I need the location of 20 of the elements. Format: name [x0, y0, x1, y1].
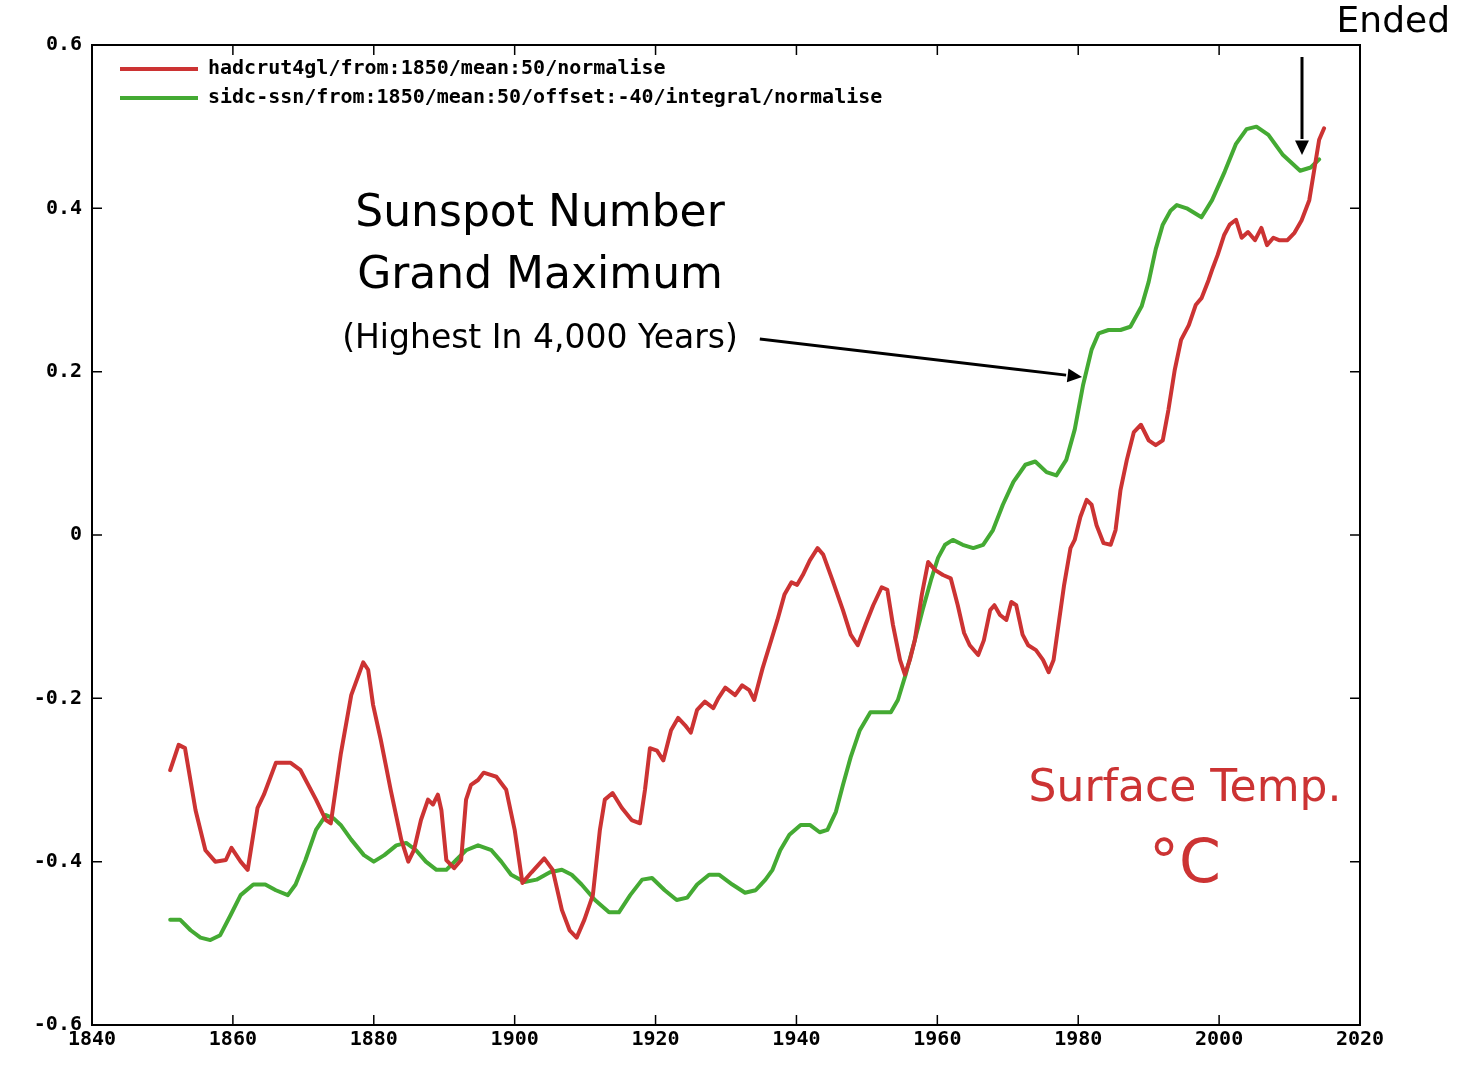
y-tick-label: 0.4 [45, 194, 82, 219]
y-tick-label: 0.6 [45, 31, 82, 56]
x-tick-label: 1860 [208, 1026, 257, 1051]
x-tick-label: 1880 [349, 1026, 398, 1051]
x-tick-label: 1900 [490, 1026, 539, 1051]
x-tick-label: 1980 [1054, 1026, 1103, 1051]
x-tick-label: 2000 [1195, 1026, 1244, 1051]
annotation: Sunspot Number Grand Maximum (Highest In 4,000 Years) [342, 185, 738, 356]
legend-label: sidc-ssn/from:1850/mean:50/offset:-40/integral/normalise [208, 84, 883, 109]
legend-label: hadcrut4gl/from:1850/mean:50/normalise [208, 55, 666, 80]
x-tick-label: 1940 [772, 1026, 821, 1051]
y-tick-label: -0.2 [33, 684, 82, 709]
x-tick-label: 1960 [913, 1026, 962, 1051]
y-tick-label: 0.2 [45, 357, 82, 382]
y-tick-label: 0 [69, 521, 82, 546]
text: Ended [1336, 0, 1450, 41]
annotation: Surface Temp. °C [1028, 760, 1342, 896]
y-tick-label: -0.4 [33, 847, 82, 872]
x-tick-label: 2020 [1335, 1026, 1385, 1051]
x-tick-label: 1920 [631, 1026, 680, 1051]
